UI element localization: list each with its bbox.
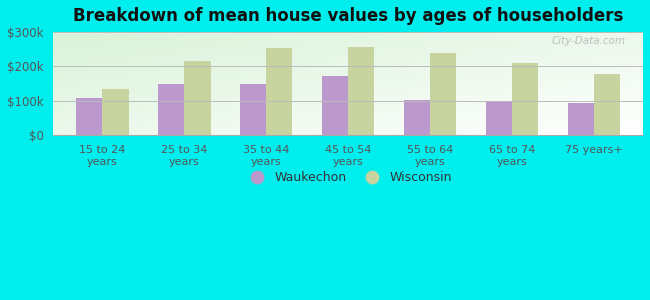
Bar [103,89,129,135]
Bar [594,74,620,135]
Bar [76,98,103,135]
Bar [567,103,594,135]
Legend: Waukechon, Wisconsin: Waukechon, Wisconsin [240,166,457,189]
Bar [512,63,538,135]
Bar [185,61,211,135]
Bar [240,84,266,135]
Bar [486,100,512,135]
Bar [430,53,456,135]
Bar [322,76,348,135]
Bar [348,46,374,135]
Title: Breakdown of mean house values by ages of householders: Breakdown of mean house values by ages o… [73,7,623,25]
Bar [158,84,185,135]
Bar [266,48,292,135]
Text: City-Data.com: City-Data.com [551,36,625,46]
Bar [404,100,430,135]
